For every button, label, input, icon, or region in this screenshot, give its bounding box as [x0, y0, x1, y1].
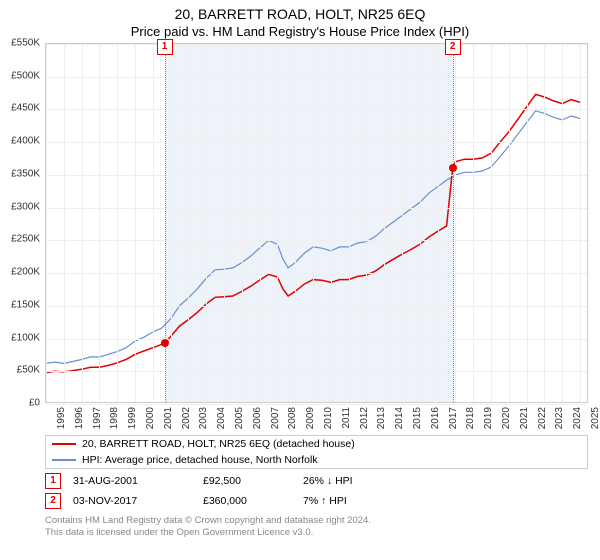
sale-date: 31-AUG-2001 [73, 475, 203, 487]
chart-area: 12 £0£50K£100K£150K£200K£250K£300K£350K£… [45, 43, 588, 433]
sale-row: 1 31-AUG-2001£92,50026% ↓ HPI [45, 473, 588, 489]
y-tick-label: £550K [0, 38, 40, 49]
y-tick-label: £250K [0, 234, 40, 245]
chart-svg [46, 44, 589, 404]
sale-marker-box: 1 [157, 39, 173, 55]
y-tick-label: £450K [0, 103, 40, 114]
footer: Contains HM Land Registry data © Crown c… [45, 515, 588, 539]
x-tick-label: 2025 [590, 407, 600, 429]
sale-hpi: 7% ↑ HPI [303, 495, 403, 507]
sale-marker-box: 2 [445, 39, 461, 55]
legend-row-property: 20, BARRETT ROAD, HOLT, NR25 6EQ (detach… [46, 436, 587, 452]
plot: 12 [45, 43, 588, 403]
footer-line2: This data is licensed under the Open Gov… [45, 527, 588, 539]
y-tick-label: £0 [0, 398, 40, 409]
legend-swatch-property [52, 443, 76, 445]
chart-container: 20, BARRETT ROAD, HOLT, NR25 6EQ Price p… [0, 0, 600, 560]
legend: 20, BARRETT ROAD, HOLT, NR25 6EQ (detach… [45, 435, 588, 469]
sale-index-box: 1 [45, 473, 61, 489]
footer-line1: Contains HM Land Registry data © Crown c… [45, 515, 588, 527]
title-sub: Price paid vs. HM Land Registry's House … [0, 22, 600, 43]
y-tick-label: £150K [0, 299, 40, 310]
y-tick-label: £50K [0, 365, 40, 376]
y-tick-label: £350K [0, 168, 40, 179]
sale-date: 03-NOV-2017 [73, 495, 203, 507]
legend-label-hpi: HPI: Average price, detached house, Nort… [82, 454, 318, 466]
y-tick-label: £100K [0, 332, 40, 343]
sale-marker-dot [449, 164, 457, 172]
y-tick-label: £300K [0, 201, 40, 212]
legend-label-property: 20, BARRETT ROAD, HOLT, NR25 6EQ (detach… [82, 438, 355, 450]
sale-price: £360,000 [203, 495, 303, 507]
legend-swatch-hpi [52, 459, 76, 461]
sale-price: £92,500 [203, 475, 303, 487]
y-tick-label: £500K [0, 70, 40, 81]
sale-index-box: 2 [45, 493, 61, 509]
sale-hpi: 26% ↓ HPI [303, 475, 403, 487]
sales-list: 1 31-AUG-2001£92,50026% ↓ HPI 2 03-NOV-2017… [0, 473, 600, 509]
title-main: 20, BARRETT ROAD, HOLT, NR25 6EQ [0, 0, 600, 22]
sale-marker-dot [161, 339, 169, 347]
sale-row: 2 03-NOV-2017£360,0007% ↑ HPI [45, 493, 588, 509]
y-tick-label: £200K [0, 267, 40, 278]
legend-row-hpi: HPI: Average price, detached house, Nort… [46, 452, 587, 468]
y-tick-label: £400K [0, 136, 40, 147]
